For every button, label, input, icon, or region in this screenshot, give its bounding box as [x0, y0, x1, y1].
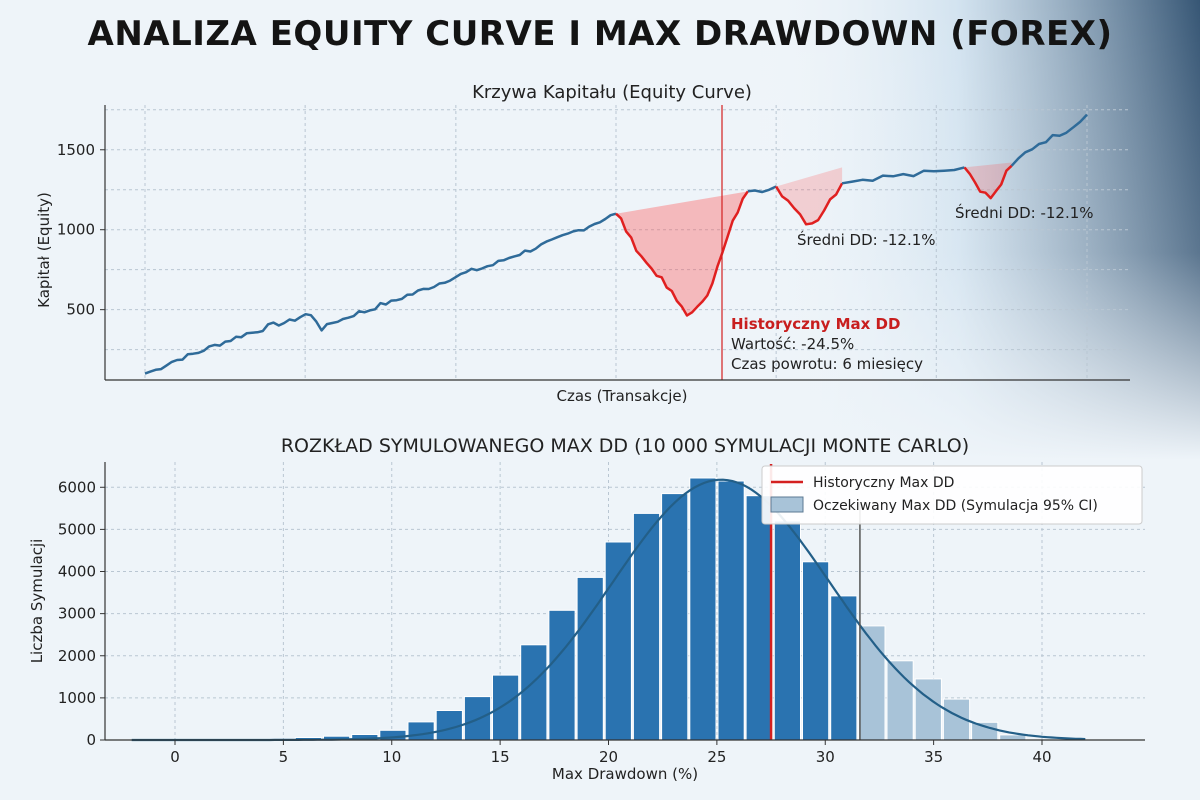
hist-bar [407, 721, 435, 741]
max-dd-annotation-title: Historyczny Max DD [731, 315, 900, 333]
hist-bar [745, 495, 773, 741]
equity-segment [1010, 113, 1088, 167]
hist-bar [604, 541, 632, 741]
drawdown-segment [963, 164, 1013, 200]
drawdown-area-3 [964, 162, 1012, 199]
hist-bar [971, 721, 999, 741]
hist-x-tick-label: 0 [170, 748, 180, 766]
hist-y-tick-label: 1000 [58, 689, 96, 707]
max-dd-annotation-value: Wartość: -24.5% [731, 335, 854, 353]
hist-x-ticks: 0 5 10 15 20 25 30 35 40 [170, 740, 1052, 766]
hist-bar [802, 561, 830, 741]
equity-x-axis-label: Czas (Transakcje) [557, 387, 688, 405]
hist-bar [661, 493, 689, 741]
drawdown-segment [775, 182, 844, 226]
hist-bar [548, 609, 576, 741]
hist-y-tick-label: 6000 [58, 478, 96, 496]
max-dd-distribution-chart: ROZKŁAD SYMULOWANEGO MAX DD (10 000 SYMU… [28, 435, 1145, 783]
hist-x-tick-label: 10 [382, 748, 401, 766]
hist-bar [999, 734, 1027, 741]
hist-y-ticks: 0 1000 2000 3000 4000 5000 6000 [58, 478, 105, 749]
hist-bar [689, 477, 717, 741]
equity-y-ticks: 500 1000 1500 [57, 141, 105, 319]
hist-y-tick-label: 5000 [58, 520, 96, 538]
main-title: ANALIZA EQUITY CURVE I MAX DRAWDOWN (FOR… [87, 14, 1113, 54]
hist-y-tick-label: 2000 [58, 647, 96, 665]
hist-bar [576, 576, 604, 741]
equity-chart-title: Krzywa Kapitału (Equity Curve) [472, 82, 752, 103]
hist-x-tick-label: 25 [707, 748, 726, 766]
max-dd-annotation-recovery: Czas powrotu: 6 miesięcy [731, 355, 923, 373]
hist-chart-title: ROZKŁAD SYMULOWANEGO MAX DD (10 000 SYMU… [281, 435, 969, 457]
hist-bar [492, 674, 520, 741]
legend: Historyczny Max DD Oczekiwany Max DD (Sy… [761, 465, 1143, 525]
hist-bar [520, 644, 548, 741]
legend-label-expected: Oczekiwany Max DD (Symulacja 95% CI) [813, 498, 1098, 514]
equity-marks [144, 105, 1088, 380]
legend-swatch-expected [770, 496, 804, 513]
avg-dd-annotation-2: Średni DD: -12.1% [955, 203, 1094, 222]
equity-segment [144, 212, 617, 375]
drawdown-area-2 [776, 167, 843, 225]
legend-label-historical: Historyczny Max DD [813, 475, 954, 491]
equity-grid [105, 105, 1130, 380]
equity-segment [747, 185, 777, 194]
legend-box [761, 465, 1143, 525]
hist-bar [717, 480, 745, 741]
equity-y-axis-label: Kapitał (Equity) [35, 192, 53, 308]
hist-bar [830, 595, 858, 741]
hist-bar [858, 625, 886, 741]
equity-curve-chart: Krzywa Kapitału (Equity Curve) 500 1000 15… [35, 82, 1130, 405]
hist-bar [632, 512, 661, 741]
hist-bar [914, 678, 942, 741]
hist-y-tick-label: 3000 [58, 605, 96, 623]
equity-segment [841, 166, 965, 185]
hist-x-tick-label: 40 [1032, 748, 1051, 766]
hist-x-tick-label: 5 [279, 748, 289, 766]
hist-x-axis-label: Max Drawdown (%) [552, 765, 698, 783]
hist-x-tick-label: 30 [816, 748, 835, 766]
hist-x-tick-label: 20 [599, 748, 618, 766]
hist-bar [773, 520, 801, 741]
hist-x-tick-label: 35 [924, 748, 943, 766]
hist-y-tick-label: 4000 [58, 563, 96, 581]
equity-y-tick-label: 1500 [57, 141, 95, 159]
equity-y-tick-label: 500 [66, 301, 95, 319]
avg-dd-annotation-1: Średni DD: -12.1% [797, 230, 936, 249]
drawdown-segment [615, 190, 749, 317]
hist-y-axis-label: Liczba Symulacji [28, 539, 46, 664]
equity-y-tick-label: 1000 [57, 221, 95, 239]
hist-y-tick-label: 0 [86, 731, 96, 749]
hist-x-tick-label: 15 [491, 748, 510, 766]
drawdown-area-1 [616, 191, 748, 316]
